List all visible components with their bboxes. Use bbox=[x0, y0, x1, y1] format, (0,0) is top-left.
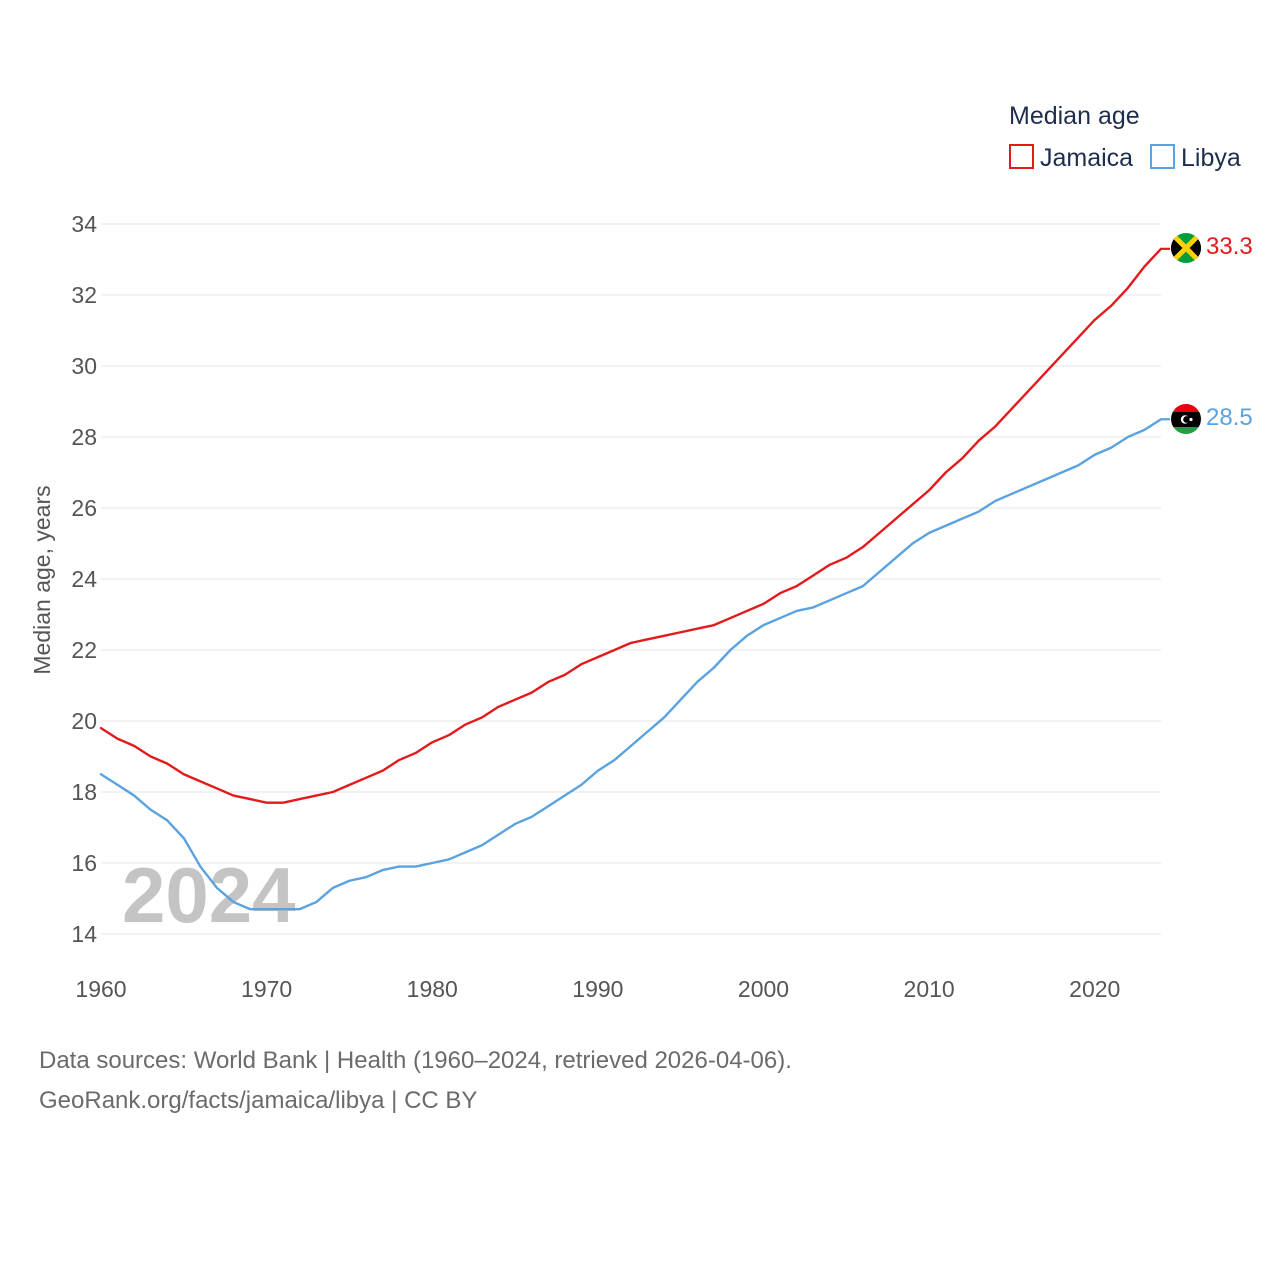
legend-label-jamaica: Jamaica bbox=[1040, 144, 1133, 172]
libya-flag-icon bbox=[1171, 404, 1201, 434]
data-sources-text: Data sources: World Bank | Health (1960–… bbox=[39, 1047, 792, 1074]
libya-end-value: 28.5 bbox=[1206, 404, 1253, 431]
x-tick-label: 2010 bbox=[904, 976, 955, 1002]
legend-title: Median age bbox=[1009, 102, 1140, 130]
attribution-link[interactable]: GeoRank.org/facts/jamaica/libya | CC BY bbox=[39, 1087, 477, 1114]
legend-item-jamaica[interactable]: Jamaica bbox=[1009, 144, 1133, 172]
year-watermark: 2024 bbox=[122, 851, 296, 939]
gridlines bbox=[101, 223, 1161, 935]
x-tick-label: 2020 bbox=[1069, 976, 1120, 1002]
legend-label-libya: Libya bbox=[1181, 144, 1241, 172]
jamaica-end-value: 33.3 bbox=[1206, 233, 1253, 260]
x-tick-label: 1970 bbox=[241, 976, 292, 1002]
y-tick-label: 18 bbox=[71, 779, 97, 805]
y-tick-label: 14 bbox=[71, 921, 97, 947]
y-tick-label: 20 bbox=[71, 708, 97, 734]
jamaica-flag-icon bbox=[1171, 233, 1201, 263]
legend-swatch-jamaica bbox=[1009, 144, 1034, 169]
jamaica-end-marker: 33.3 bbox=[1161, 233, 1253, 263]
series-line-libya bbox=[99, 418, 1163, 911]
y-tick-label: 16 bbox=[71, 850, 97, 876]
series-lines bbox=[99, 247, 1163, 911]
x-tick-label: 1960 bbox=[75, 976, 126, 1002]
y-tick-label: 30 bbox=[71, 353, 97, 379]
y-tick-label: 32 bbox=[71, 282, 97, 308]
legend-swatch-libya bbox=[1150, 144, 1175, 169]
y-tick-label: 34 bbox=[71, 211, 97, 237]
y-tick-label: 28 bbox=[71, 424, 97, 450]
series-line-jamaica bbox=[99, 247, 1163, 804]
y-tick-label: 22 bbox=[71, 637, 97, 663]
legend-item-libya[interactable]: Libya bbox=[1150, 144, 1241, 172]
x-axis-ticks: 1960 1970 1980 1990 2000 2010 2020 bbox=[75, 976, 1120, 1002]
x-tick-label: 1990 bbox=[572, 976, 623, 1002]
y-tick-label: 24 bbox=[71, 566, 97, 592]
y-axis-ticks: 14 16 18 20 22 24 26 28 30 32 34 bbox=[71, 211, 97, 947]
x-tick-label: 2000 bbox=[738, 976, 789, 1002]
libya-end-marker: 28.5 bbox=[1161, 404, 1253, 434]
y-tick-label: 26 bbox=[71, 495, 97, 521]
y-axis-title: Median age, years bbox=[29, 485, 55, 674]
x-tick-label: 1980 bbox=[407, 976, 458, 1002]
